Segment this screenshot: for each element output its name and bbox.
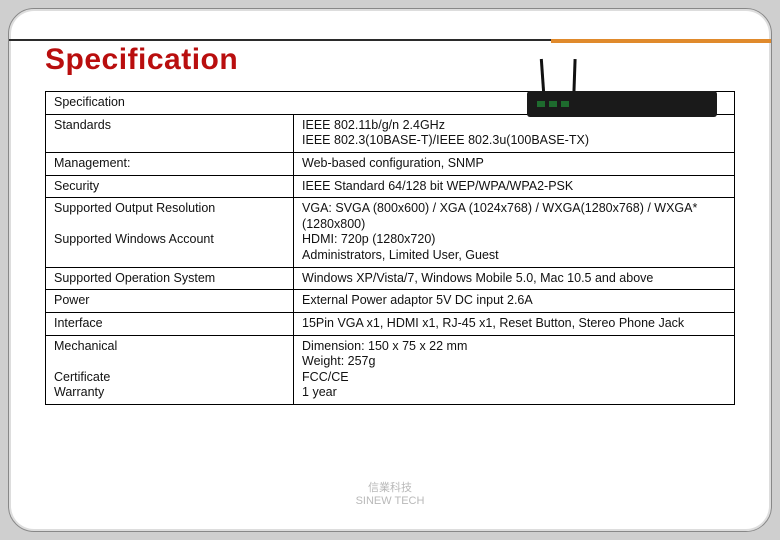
antenna-icon bbox=[572, 59, 576, 93]
router-body bbox=[527, 91, 717, 117]
spec-label: Standards bbox=[46, 114, 294, 152]
spec-value: 15Pin VGA x1, HDMI x1, RJ-45 x1, Reset B… bbox=[294, 312, 735, 335]
footer: 信業科技 SINEW TECH bbox=[45, 474, 735, 510]
footer-line2: SINEW TECH bbox=[45, 495, 735, 509]
slide: Specification Specification StandardsIEE… bbox=[8, 8, 772, 532]
spec-value: IEEE Standard 64/128 bit WEP/WPA/WPA2-PS… bbox=[294, 175, 735, 198]
spec-label: Power bbox=[46, 290, 294, 313]
title-rule bbox=[9, 39, 771, 41]
spec-table: Specification StandardsIEEE 802.11b/g/n … bbox=[45, 91, 735, 405]
spec-value: Windows XP/Vista/7, Windows Mobile 5.0, … bbox=[294, 267, 735, 290]
spec-label: Supported Output Resolution Supported Wi… bbox=[46, 198, 294, 268]
spec-label: Management: bbox=[46, 152, 294, 175]
table-row: Management:Web-based configuration, SNMP bbox=[46, 152, 735, 175]
spec-tbody: Specification StandardsIEEE 802.11b/g/n … bbox=[46, 92, 735, 405]
table-row: Mechanical Certificate WarrantyDimension… bbox=[46, 335, 735, 405]
spec-value: Dimension: 150 x 75 x 22 mm Weight: 257g… bbox=[294, 335, 735, 405]
spec-label: Security bbox=[46, 175, 294, 198]
spec-value: External Power adaptor 5V DC input 2.6A bbox=[294, 290, 735, 313]
spec-value: IEEE 802.11b/g/n 2.4GHz IEEE 802.3(10BAS… bbox=[294, 114, 735, 152]
spec-value: VGA: SVGA (800x600) / XGA (1024x768) / W… bbox=[294, 198, 735, 268]
table-row: Interface15Pin VGA x1, HDMI x1, RJ-45 x1… bbox=[46, 312, 735, 335]
spec-label: Mechanical Certificate Warranty bbox=[46, 335, 294, 405]
router-image bbox=[527, 59, 717, 117]
spec-value: Web-based configuration, SNMP bbox=[294, 152, 735, 175]
antenna-icon bbox=[540, 59, 545, 93]
footer-line1: 信業科技 bbox=[45, 482, 735, 496]
table-row: StandardsIEEE 802.11b/g/n 2.4GHz IEEE 80… bbox=[46, 114, 735, 152]
table-row: Supported Operation SystemWindows XP/Vis… bbox=[46, 267, 735, 290]
spec-label: Supported Operation System bbox=[46, 267, 294, 290]
spec-label: Interface bbox=[46, 312, 294, 335]
table-row: PowerExternal Power adaptor 5V DC input … bbox=[46, 290, 735, 313]
led-icon bbox=[537, 101, 577, 107]
table-row: SecurityIEEE Standard 64/128 bit WEP/WPA… bbox=[46, 175, 735, 198]
table-row: Supported Output Resolution Supported Wi… bbox=[46, 198, 735, 268]
